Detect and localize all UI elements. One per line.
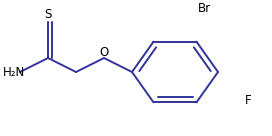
Text: Br: Br [197, 1, 211, 15]
Text: O: O [99, 46, 109, 58]
Text: H₂N: H₂N [3, 66, 25, 78]
Text: F: F [245, 94, 251, 106]
Text: S: S [44, 7, 52, 21]
